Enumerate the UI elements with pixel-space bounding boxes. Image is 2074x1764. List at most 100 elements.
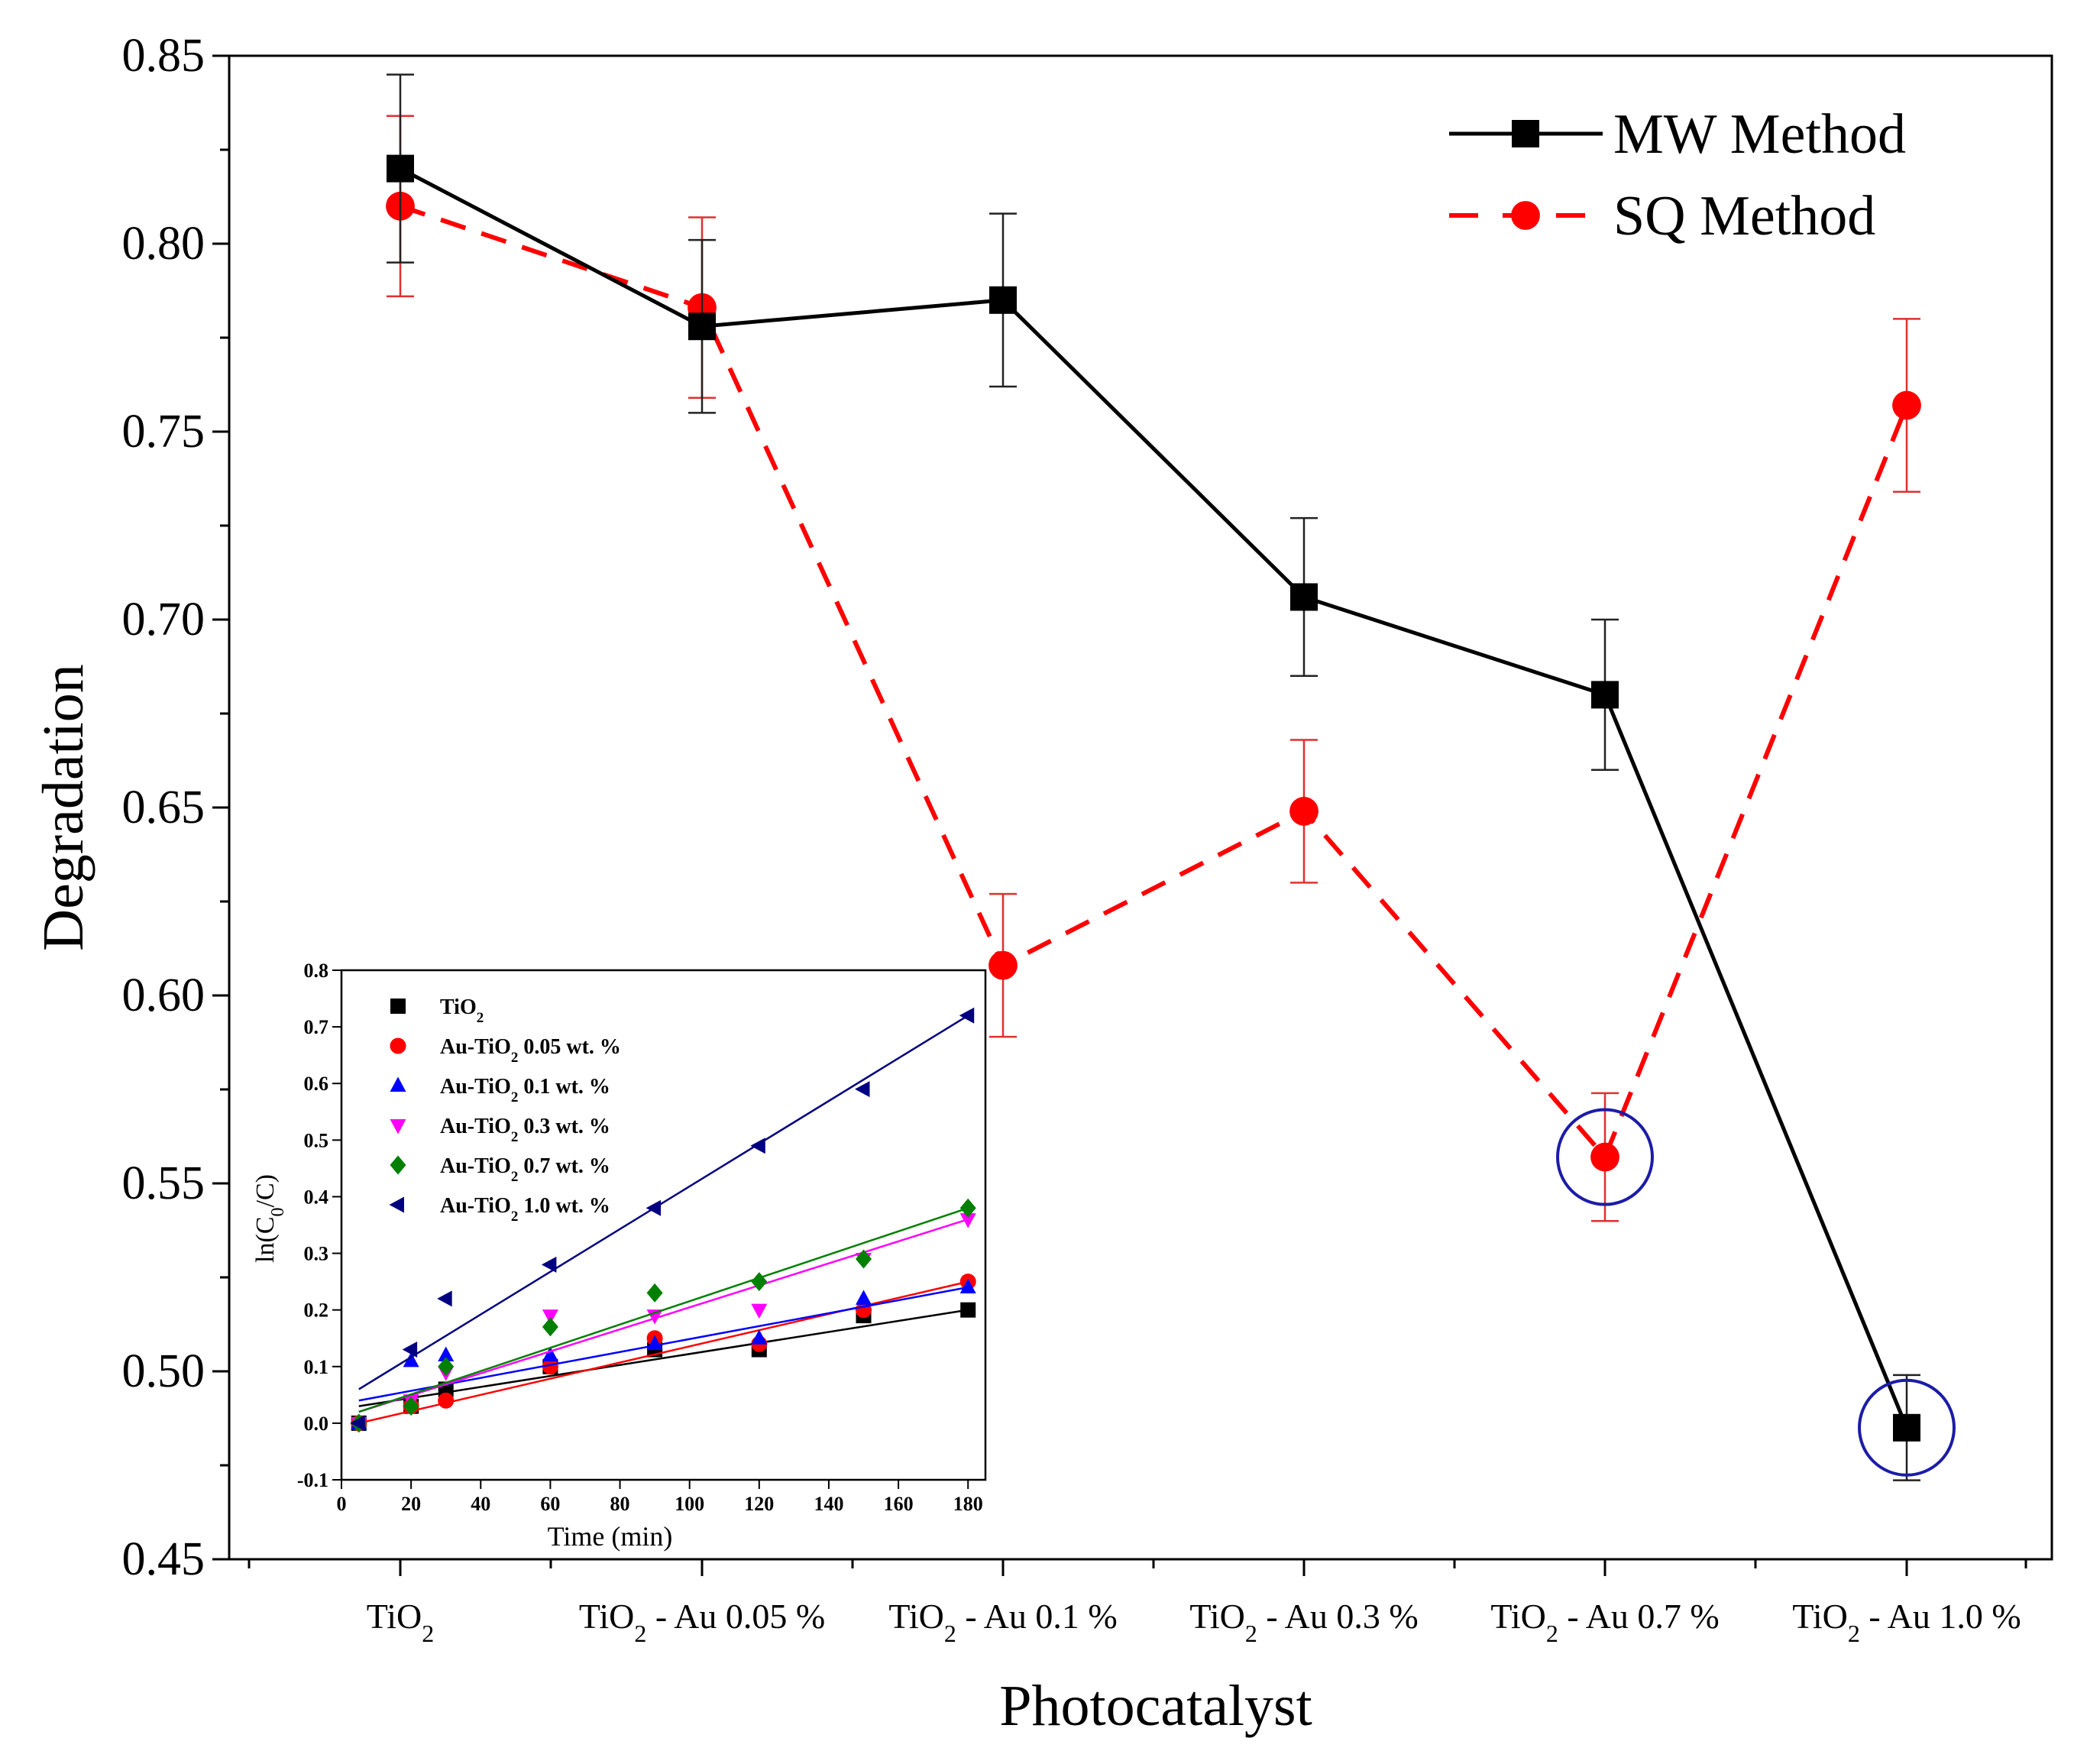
x-tick-label: TiO2 - Au 0.1 % [888,1597,1117,1647]
inset-fit-line [358,1218,969,1413]
inset-data-point [856,1290,872,1305]
inset-data-point [438,1346,455,1361]
inset-data-point [856,1249,872,1269]
inset-x-tick-label: 140 [814,1493,843,1515]
inset-legend-marker [390,1076,406,1092]
y-tick-label: 0.75 [122,406,205,458]
inset-data-point [350,1415,365,1432]
inset-data-point [959,1198,976,1218]
data-point [1591,681,1619,709]
legend-label: MW Method [1613,103,1906,166]
inset-data-point [751,1272,768,1292]
data-point [989,286,1017,314]
y-tick-label: 0.50 [122,1345,205,1397]
highlight-circle [1556,1108,1654,1206]
inset-fit-line [358,1286,969,1402]
series-line [399,167,1909,1429]
data-point [1289,797,1318,826]
inset-data-point [542,1346,558,1361]
legend-marker [1511,201,1540,230]
data-point [1893,1413,1920,1442]
inset-data-point [750,1138,765,1154]
inset-data-point [438,1392,455,1409]
y-tick-label: 0.65 [122,782,205,833]
inset-x-axis: 0 20 40 60 80 100 120 140 160 180 [337,1480,983,1515]
x-tick-label: TiO2 - Au 0.7 % [1490,1597,1719,1647]
inset-data-point [646,1283,663,1303]
inset-y-tick-label: 0.4 [304,1186,329,1208]
inset-legend-marker [389,1196,404,1213]
inset-y-tick-label: 0.0 [304,1413,329,1435]
y-tick-label: 0.85 [122,30,205,82]
inset-legend-marker [390,1155,406,1175]
inset-data-point [960,1302,976,1318]
inset-x-tick-label: 40 [471,1493,490,1515]
inset-data-point [542,1309,558,1325]
inset-data-point [751,1329,768,1345]
inset-data-point [402,1342,418,1358]
inset-y-axis: -0.1 0.0 0.1 0.2 0.3 0.4 0.5 0.6 0.7 0.8 [297,960,341,1491]
inset-x-tick-label: 180 [953,1493,983,1515]
inset-legend-marker [390,999,406,1014]
inset-y-tick-label: 0.5 [304,1129,329,1151]
main-legend: MW Method SQ Method [1449,103,1906,248]
highlight-circle [1858,1378,1956,1477]
inset-data-point [959,1007,975,1024]
data-point [387,154,414,183]
inset-fit-line [358,1015,969,1390]
inset-series-4 [351,1198,976,1433]
x-tick-label: TiO2 - Au 0.05 % [579,1597,825,1647]
inset-data-point [542,1317,558,1337]
data-point [688,312,716,341]
inset-x-tick-label: 80 [610,1493,630,1515]
legend-label: SQ Method [1613,185,1875,248]
inset-x-axis-title: Time (min) [548,1521,673,1552]
inset-y-tick-label: -0.1 [297,1469,328,1491]
inset-data-point [541,1256,557,1273]
inset-fit-line [358,1207,969,1413]
inset-y-tick-label: 0.8 [304,960,329,982]
inset-x-tick-label: 160 [884,1493,914,1515]
inset-data-point [437,1290,452,1307]
inset-data-point [438,1357,455,1377]
inset-data-point [855,1081,870,1098]
main-plot: 0.450.500.550.600.650.700.750.800.85TiO2… [31,30,2053,1738]
inset-fit-line [358,1309,969,1407]
series-mw-method [387,73,1920,1481]
inset-y-tick-label: 0.6 [304,1073,329,1095]
data-point [988,950,1018,980]
inset-y-tick-label: 0.7 [304,1016,329,1038]
y-tick-label: 0.70 [122,594,205,646]
data-point [1590,1142,1619,1172]
inset-y-tick-label: 0.3 [304,1243,329,1265]
inset-x-tick-label: 100 [675,1493,704,1515]
inset-legend-label: Au-TiO2 0.05 wt. % [440,1035,621,1066]
inset-frame [340,969,987,1481]
x-axis-title: Photocatalyst [999,1674,1312,1738]
main-y-axis: 0.45 0.50 0.55 0.60 0.65 0.70 0.75 0.80 0.85 [122,30,229,1585]
series-line [400,203,1909,1162]
inset-data-point [645,1199,662,1216]
y-tick-label: 0.80 [122,218,205,270]
x-tick-label: TiO2 - Au 1.0 % [1792,1597,2021,1647]
inset-legend-marker [390,1037,406,1054]
data-point [1290,583,1318,611]
main-x-axis: TiO2 TiO2 - Au 0.05 % TiO2 - Au 0.1 % TiO2 … [248,1559,2027,1647]
inset-legend-label: Au-TiO2 0.3 wt. % [440,1115,610,1145]
inset-y-tick-label: 0.2 [304,1300,329,1322]
inset-data-point [646,1335,663,1351]
inset-legend-label: Au-TiO2 0.1 wt. % [440,1075,610,1105]
y-tick-label: 0.60 [122,969,205,1021]
inset-x-tick-label: 120 [744,1493,774,1515]
inset-data-point [542,1358,558,1375]
inset-legend-marker [390,1119,406,1134]
inset-legend-label: TiO2 [440,995,484,1026]
y-tick-label: 0.45 [122,1533,205,1585]
inset-legend: TiO2 Au-TiO2 0.05 wt. % Au-TiO2 0.1 wt. % A… [389,995,621,1225]
inset-legend-label: Au-TiO2 0.7 wt. % [440,1154,610,1185]
inset-data-point [751,1303,768,1319]
y-tick-label: 0.55 [122,1157,205,1209]
inset-data-point [403,1351,419,1368]
inset-x-tick-label: 0 [337,1493,347,1515]
inset-y-tick-label: 0.1 [304,1356,329,1378]
